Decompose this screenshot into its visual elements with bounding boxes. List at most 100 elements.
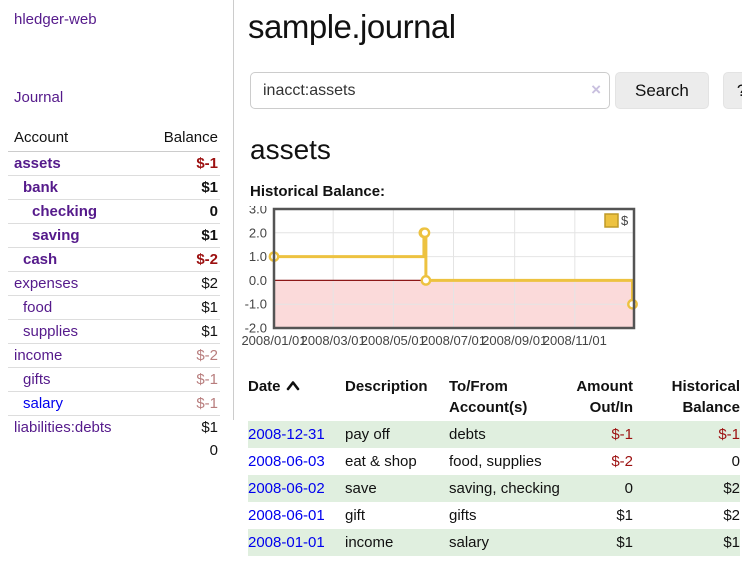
search-input[interactable]: [250, 72, 610, 109]
account-balance: $-1: [140, 367, 220, 392]
transaction-description: save: [345, 480, 377, 497]
svg-text:-2.0: -2.0: [245, 321, 267, 336]
column-header-date[interactable]: Date: [248, 374, 345, 421]
svg-text:-1.0: -1.0: [245, 297, 267, 312]
account-row: income $-2: [8, 343, 220, 368]
transaction-description: income: [345, 534, 394, 551]
account-row: gifts $-1: [8, 367, 220, 392]
svg-text:0.0: 0.0: [249, 273, 267, 288]
brand-link[interactable]: hledger-web: [14, 11, 97, 28]
transaction-accounts: debts: [449, 426, 486, 443]
account-balance: $1: [140, 295, 220, 320]
app-layout: hledger-web Journal Account Balance asse…: [0, 0, 742, 556]
column-header-accounts: To/From Account(s): [449, 378, 528, 416]
account-balance: $1: [140, 175, 220, 200]
transaction-description: gift: [345, 507, 366, 524]
accounts-header-account: Account: [8, 125, 141, 152]
account-row: expenses $2: [8, 271, 220, 296]
transaction-description: pay off: [345, 426, 390, 443]
help-button[interactable]: ?: [722, 72, 742, 109]
transaction-date-link[interactable]: 2008-01-01: [248, 534, 325, 551]
account-balance: $2: [140, 271, 220, 296]
account-balance: $-1: [196, 155, 218, 172]
account-balance: $-2: [140, 343, 220, 368]
transaction-accounts: salary: [449, 534, 490, 551]
sidebar-item-journal[interactable]: Journal: [14, 89, 64, 106]
account-link[interactable]: liabilities:debts: [14, 419, 112, 436]
svg-text:2008/03/01: 2008/03/01: [301, 333, 366, 348]
svg-text:2.0: 2.0: [249, 225, 267, 240]
account-balance: $-1: [140, 391, 220, 416]
account-link[interactable]: salary: [23, 395, 64, 412]
transaction-row: 2008-12-31 pay off debts $-1 $-1: [248, 421, 740, 448]
register-table-body: 2008-12-31 pay off debts $-1 $-1 2008-06-03 ea…: [248, 421, 740, 556]
account-link[interactable]: supplies: [23, 323, 79, 340]
transaction-accounts: saving, checking: [449, 480, 560, 497]
column-header-amount: Amount Out/In: [576, 378, 633, 416]
clear-search-icon[interactable]: ×: [591, 80, 601, 99]
account-balance: $1: [140, 223, 220, 248]
account-link[interactable]: assets: [14, 155, 61, 172]
transaction-balance: $1: [723, 534, 740, 551]
sort-ascending-icon: [286, 376, 300, 397]
main-content: sample.journal × Search ? assets Histori…: [234, 0, 742, 556]
account-link[interactable]: cash: [23, 251, 58, 268]
page-title: sample.journal: [248, 8, 456, 45]
account-row: supplies $1: [8, 319, 220, 344]
transaction-accounts: gifts: [449, 507, 477, 524]
svg-text:2008/09/01: 2008/09/01: [482, 333, 547, 348]
transaction-row: 2008-06-02 save saving, checking 0 $2: [248, 475, 740, 502]
account-row: checking 0: [8, 199, 220, 224]
accounts-table-body: assets $-1 bank $1 checking 0 saving $1 cash $-2 e…: [8, 152, 220, 439]
account-row: liabilities:debts $1: [8, 415, 220, 439]
account-link[interactable]: bank: [23, 179, 59, 196]
account-row: bank $1: [8, 175, 220, 200]
svg-text:$: $: [621, 213, 629, 228]
transaction-amount: $-2: [611, 453, 633, 470]
transaction-date-link[interactable]: 2008-12-31: [248, 426, 325, 443]
account-balance: $1: [140, 319, 220, 344]
account-link[interactable]: checking: [32, 203, 98, 220]
accounts-header-balance: Balance: [140, 125, 220, 152]
sidebar: hledger-web Journal Account Balance asse…: [0, 0, 234, 556]
account-heading: assets: [250, 134, 331, 165]
transaction-row: 2008-06-03 eat & shop food, supplies $-2 0: [248, 448, 740, 475]
transaction-amount: $1: [616, 507, 633, 524]
svg-text:1.0: 1.0: [249, 249, 267, 264]
svg-text:2008/07/01: 2008/07/01: [421, 333, 486, 348]
transaction-description: eat & shop: [345, 453, 417, 470]
transaction-accounts: food, supplies: [449, 453, 542, 470]
transaction-date-link[interactable]: 2008-06-02: [248, 480, 325, 497]
account-link[interactable]: expenses: [14, 275, 79, 292]
svg-text:2008/01/01: 2008/01/01: [241, 333, 306, 348]
chart-canvas: 3.0 2.0 1.0 0.0 -1.0 -2.02008/01/012008/03/01…: [241, 202, 638, 348]
account-link[interactable]: saving: [32, 227, 80, 244]
account-link[interactable]: gifts: [23, 371, 51, 388]
transaction-balance: 0: [731, 453, 740, 470]
account-row: salary $-1: [8, 391, 220, 416]
transaction-amount: $1: [616, 534, 633, 551]
accounts-total-value: 0: [209, 442, 218, 459]
search-button[interactable]: Search: [615, 72, 709, 109]
historical-balance-chart: 3.0 2.0 1.0 0.0 -1.0 -2.0 2008/01/01 2008/03/01…: [222, 202, 742, 354]
transaction-balance: $2: [723, 480, 740, 497]
register-header-row: Date Description To/From Account(s) Amou…: [248, 374, 740, 421]
search-form: × Search ?: [250, 72, 742, 109]
chart-title: Historical Balance:: [250, 183, 386, 200]
transaction-date-link[interactable]: 2008-06-01: [248, 507, 325, 524]
accounts-table: Account Balance assets $-1 bank $1 checking 0…: [8, 125, 220, 462]
column-header-balance: Historical Balance: [671, 378, 740, 416]
account-balance: 0: [140, 199, 220, 224]
svg-text:2008/11/01: 2008/11/01: [543, 333, 607, 348]
transaction-date-link[interactable]: 2008-06-03: [248, 453, 325, 470]
account-link[interactable]: food: [23, 299, 53, 316]
account-row: cash $-2: [8, 247, 220, 272]
transaction-balance: $-1: [718, 426, 740, 443]
account-row: assets $-1: [8, 152, 220, 176]
transaction-amount: 0: [624, 480, 633, 497]
account-balance: $-2: [140, 247, 220, 272]
account-link[interactable]: income: [14, 347, 63, 364]
column-header-description: Description: [345, 378, 428, 395]
accounts-total-row: 0: [8, 439, 220, 462]
transaction-row: 2008-06-01 gift gifts $1 $2: [248, 502, 740, 529]
